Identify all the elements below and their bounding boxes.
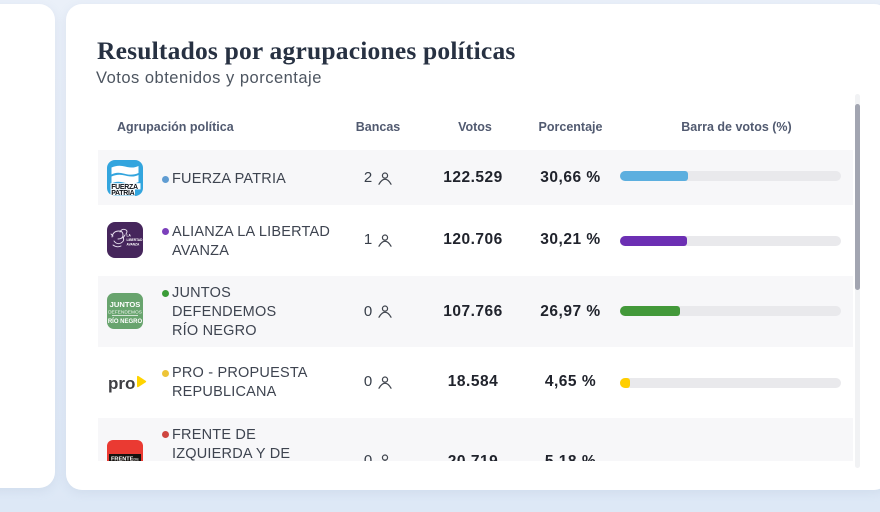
svg-text:pro: pro: [108, 374, 135, 393]
svg-text:FUERZA: FUERZA: [111, 184, 138, 191]
svg-text:RÍO NEGRO: RÍO NEGRO: [108, 317, 143, 325]
svg-text:LA: LA: [127, 234, 132, 238]
svg-text:JUNTOS: JUNTOS: [110, 300, 141, 309]
svg-text:FRENTEDE: FRENTEDE: [111, 456, 139, 461]
svg-text:LIBERTAD: LIBERTAD: [127, 238, 144, 242]
svg-text:PATRIA: PATRIA: [111, 190, 134, 196]
svg-text:AVANZA: AVANZA: [127, 243, 141, 247]
svg-text:DEFENDEMOS: DEFENDEMOS: [108, 310, 142, 316]
